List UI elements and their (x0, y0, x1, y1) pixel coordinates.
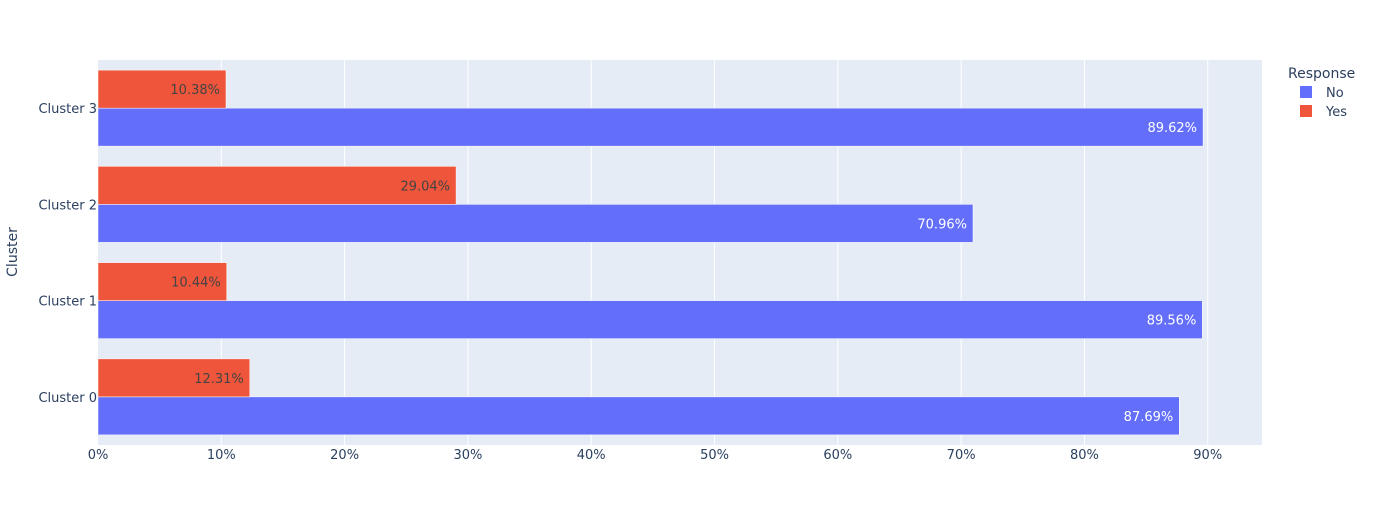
bar-value-label: 70.96% (917, 217, 967, 232)
x-tick-label: 50% (700, 448, 729, 463)
bar-no[interactable] (97, 107, 1204, 147)
bar-value-label: 12.31% (194, 372, 244, 387)
bar-yes[interactable] (97, 358, 251, 398)
x-tick-label: 40% (577, 448, 606, 463)
bars: 87.69% 12.31% 89.56% 10.44% 70.96% 29.04% 89.6… (97, 69, 1204, 436)
bar-no[interactable] (97, 396, 1180, 436)
x-tick-label: 70% (947, 448, 976, 463)
bar-no[interactable] (97, 300, 1203, 339)
bar-value-label: 29.04% (400, 179, 450, 194)
bar-yes[interactable] (97, 69, 227, 109)
bar-yes[interactable] (97, 262, 227, 301)
bar-value-label: 10.38% (170, 83, 220, 98)
legend-swatch-yes[interactable] (1300, 105, 1312, 117)
legend-label-yes[interactable]: Yes (1325, 105, 1347, 120)
x-tick-label: 0% (88, 448, 109, 463)
legend-swatch-no[interactable] (1300, 86, 1312, 98)
x-tick-label: 30% (453, 448, 482, 463)
x-axis-ticks: 0% 10% 20% 30% 40% 50% 60% 70% 80% 90% (88, 448, 1223, 463)
x-tick-label: 90% (1193, 448, 1222, 463)
bar-no[interactable] (97, 204, 974, 243)
x-tick-label: 20% (330, 448, 359, 463)
y-tick-label: Cluster 2 (38, 198, 97, 213)
bar-value-label: 10.44% (171, 276, 221, 291)
x-tick-label: 10% (207, 448, 236, 463)
y-axis-title: Cluster (5, 227, 21, 277)
legend[interactable]: Response No Yes (1288, 66, 1355, 120)
y-tick-label: Cluster 0 (38, 391, 97, 406)
bar-value-label: 89.56% (1147, 314, 1197, 329)
y-tick-label: Cluster 3 (38, 102, 97, 117)
x-tick-label: 80% (1070, 448, 1099, 463)
y-tick-label: Cluster 1 (38, 295, 97, 310)
legend-label-no[interactable]: No (1326, 86, 1344, 101)
bar-value-label: 89.62% (1147, 121, 1197, 136)
y-axis-ticks: Cluster 0 Cluster 1 Cluster 2 Cluster 3 (38, 102, 97, 406)
bar-value-label: 87.69% (1124, 410, 1174, 425)
bar-yes[interactable] (97, 166, 457, 205)
x-tick-label: 60% (823, 448, 852, 463)
legend-title: Response (1288, 66, 1355, 82)
